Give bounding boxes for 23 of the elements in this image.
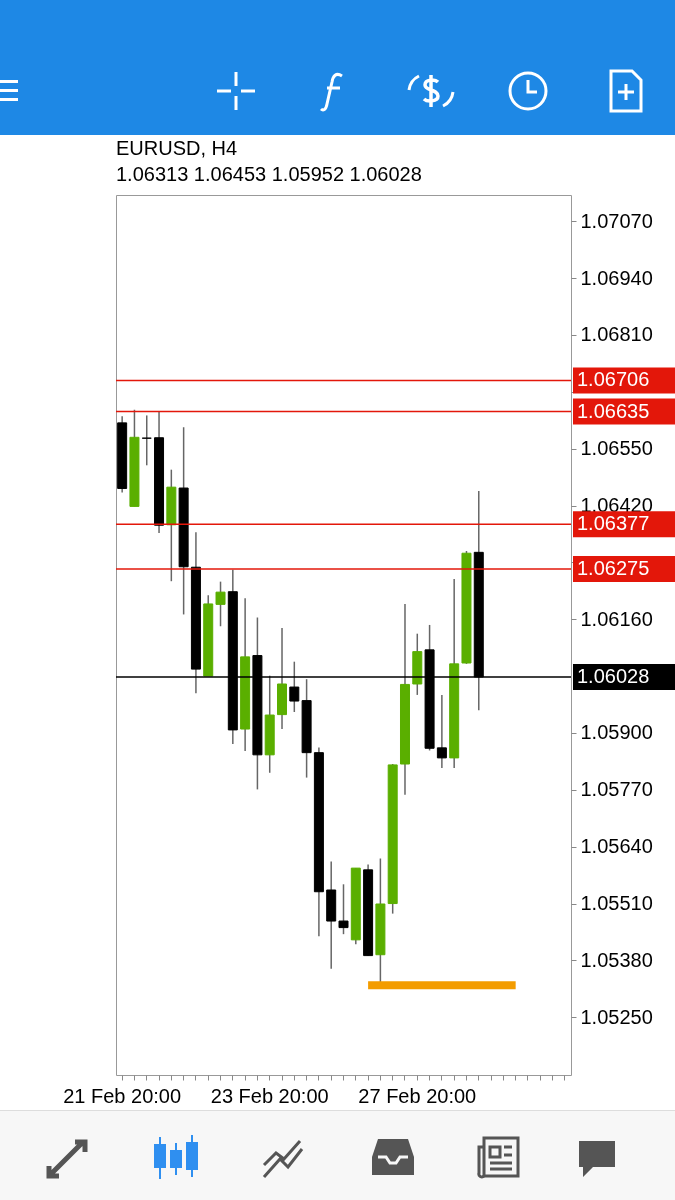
y-tick-label: 1.05640 [580, 835, 653, 858]
ref-line-label: 1.06028 [577, 664, 650, 687]
y-tick-label: 1.06550 [580, 437, 653, 460]
y-tick-label: 1.07070 [580, 209, 653, 232]
y-tick-label: 1.06810 [580, 323, 653, 346]
y-tick-label: 1.05900 [580, 721, 653, 744]
chart-subtitle: 1.06313 1.06453 1.05952 1.06028 [116, 163, 422, 185]
chart-title: EURUSD, H4 [116, 137, 238, 159]
y-tick-label: 1.06940 [580, 266, 653, 289]
y-tick-label: 1.05510 [580, 892, 653, 915]
candlestick [215, 580, 226, 627]
x-tick-label: 23 Feb 20:00 [210, 1084, 329, 1107]
y-tick-label: 1.05770 [580, 778, 653, 801]
candlestick [436, 694, 447, 769]
y-tick-label: 1.05380 [580, 948, 653, 971]
ref-line-label: 1.06635 [577, 399, 650, 422]
ref-line-label: 1.06275 [577, 556, 650, 579]
y-tick-label: 1.06160 [580, 607, 653, 630]
x-tick-label: 21 Feb 20:00 [63, 1084, 182, 1107]
y-tick-label: 1.05250 [580, 1005, 653, 1028]
ref-line-label: 1.06706 [577, 368, 650, 391]
x-tick-label: 27 Feb 20:00 [358, 1084, 477, 1107]
candlestick [338, 883, 349, 935]
